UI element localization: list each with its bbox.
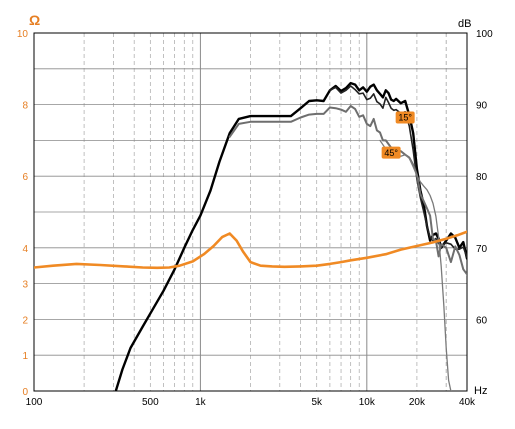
angle-badge-label: 15° [398, 113, 412, 123]
series-line-3 [228, 105, 467, 276]
y-right-tick-label: 70 [476, 244, 488, 255]
y-left-tick-label: 3 [22, 280, 28, 291]
y-right-tick-label: 60 [476, 315, 488, 326]
x-tick-label: 500 [142, 397, 159, 408]
y-right-tick-label: 90 [476, 101, 488, 112]
y-left-tick-label: 8 [22, 101, 28, 112]
y-right-tick-label: 100 [476, 29, 493, 40]
y-right-unit: dB [458, 18, 471, 30]
plot-frame [33, 32, 468, 392]
angle-badge [381, 146, 401, 159]
x-tick-label: 40k [459, 397, 476, 408]
y-left-tick-label: 6 [22, 172, 28, 183]
series-line-5 [34, 230, 467, 270]
grid [34, 33, 467, 391]
series-group [34, 81, 467, 391]
angle-badge [395, 111, 415, 124]
series-line-1 [114, 81, 467, 391]
y-left-tick-label: 2 [22, 315, 28, 326]
y-left-tick-label: 1 [22, 351, 28, 362]
x-tick-label: 5k [311, 397, 323, 408]
x-tick-label: 100 [26, 397, 43, 408]
x-tick-label: 10k [359, 397, 376, 408]
y-left-tick-label: 10 [17, 29, 29, 40]
annotations: 15° 45° [381, 111, 415, 159]
x-tick-label: 20k [409, 397, 426, 408]
y-right-tick-label: 80 [476, 172, 488, 183]
angle-badge-label: 45° [384, 148, 398, 158]
tick-labels: 100 500 1k 5k 10k 20k 40k 0 1 2 3 4 6 8 10 60 70 80 90 100 [17, 29, 493, 408]
x-unit: Hz [474, 385, 487, 397]
y-left-tick-label: 4 [22, 244, 28, 255]
y-left-unit: Ω [29, 12, 40, 28]
x-tick-label: 1k [195, 397, 207, 408]
y-left-tick-label: 0 [22, 387, 28, 398]
